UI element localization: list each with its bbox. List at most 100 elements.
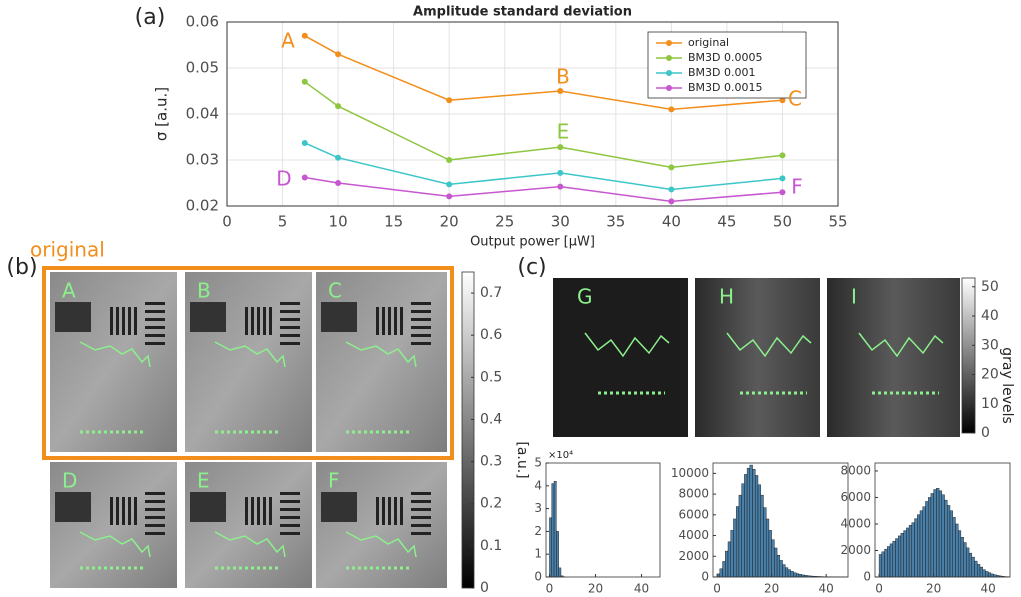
trace (345, 531, 417, 558)
bar (798, 574, 802, 578)
data-point (335, 103, 342, 110)
data-point (557, 88, 564, 94)
data-point (335, 180, 342, 186)
series-line (304, 35, 783, 111)
bar (897, 535, 902, 578)
image-feature (55, 492, 91, 522)
bar (895, 538, 899, 578)
y-tick-label: 10000 (671, 466, 709, 480)
legend-label: BM3D 0.001 (688, 66, 756, 79)
trace (79, 531, 151, 558)
y-tick-label: 0.06 (186, 13, 219, 31)
bar (982, 569, 986, 578)
y-tick-label: 2000 (840, 543, 871, 557)
image-feature (145, 500, 165, 503)
bar (892, 541, 896, 578)
image-feature (110, 497, 113, 525)
data-point (779, 175, 786, 182)
image-feature (411, 326, 431, 329)
y-tick-label: 0.04 (186, 105, 219, 123)
x-tick-label: 30 (551, 213, 570, 231)
image-feature (251, 497, 254, 525)
image-feature (280, 334, 300, 337)
chart-title: Amplitude standard deviation (413, 5, 632, 20)
x-tick-label: 5 (278, 213, 288, 231)
y-tick-label: 8000 (678, 487, 709, 501)
colorbar-label: gray levels (999, 347, 1015, 424)
y-tick-label: 0.02 (186, 197, 219, 215)
colorbar-tick-label: 0.3 (480, 454, 502, 470)
image-feature (280, 500, 300, 503)
image-feature (280, 516, 300, 519)
colorbar-tick-label: 0.6 (480, 327, 502, 343)
x-tick-label: 10 (329, 213, 348, 231)
image-feature (257, 307, 260, 335)
colorbar-tick-label: 0.1 (480, 538, 502, 554)
legend-swatch (666, 40, 672, 46)
bar (881, 551, 885, 578)
x-tick-label: 0 (546, 582, 554, 596)
x-tick-label: 20 (764, 582, 779, 596)
bar (785, 567, 789, 578)
image-feature (280, 524, 300, 527)
image-feature (388, 497, 391, 525)
data-point (301, 32, 308, 39)
image-feature (145, 326, 165, 329)
image-feature (269, 497, 272, 525)
image (553, 278, 688, 437)
bar (889, 543, 893, 578)
image-feature (145, 516, 165, 519)
image-feature (394, 497, 397, 525)
bar (947, 505, 951, 578)
image-label: E (197, 469, 210, 493)
bar (911, 522, 915, 578)
colorbar-tick-label: 0.5 (480, 369, 502, 385)
image-feature (376, 307, 379, 335)
series-line (304, 142, 783, 191)
x-tick-label: 40 (981, 582, 996, 596)
bar (930, 493, 934, 578)
x-tick-label: 20 (926, 582, 941, 596)
bar (960, 537, 964, 578)
image-feature (280, 492, 300, 495)
bar (968, 552, 973, 578)
image-feature (388, 307, 391, 335)
bar (549, 517, 552, 578)
image-feature (411, 310, 431, 313)
legend-swatch (666, 85, 672, 91)
trace (79, 341, 151, 368)
image-feature (263, 497, 266, 525)
bar (558, 567, 562, 578)
colorbar-tick-label: 0.2 (480, 496, 502, 512)
image-feature (400, 307, 403, 335)
data-point (557, 183, 564, 190)
data-point (446, 193, 453, 200)
bar (974, 560, 978, 578)
bar (755, 475, 759, 578)
group-label: original (30, 238, 105, 262)
y-tick-label: 0.03 (186, 151, 219, 169)
bar (556, 531, 559, 578)
trace (214, 341, 286, 368)
bar (765, 518, 770, 578)
image-feature (411, 318, 431, 321)
series-line (304, 176, 783, 203)
bar (927, 497, 932, 578)
colorbar-tick-label: 0 (981, 425, 990, 441)
bar (725, 550, 729, 578)
bar (760, 494, 764, 578)
image-feature (116, 497, 119, 525)
bar (887, 546, 891, 578)
bar (884, 548, 888, 578)
data-point (301, 139, 308, 146)
image-feature (280, 318, 300, 321)
image-feature (411, 334, 431, 337)
bar (757, 484, 761, 578)
x-tick-label: 40 (662, 213, 681, 231)
y-axis-label: σ [a.u.] (153, 87, 171, 141)
bar (979, 566, 983, 578)
data-point (779, 152, 786, 159)
y-tick-label: 4000 (840, 516, 871, 530)
bar (957, 530, 962, 578)
data-point (446, 181, 453, 188)
